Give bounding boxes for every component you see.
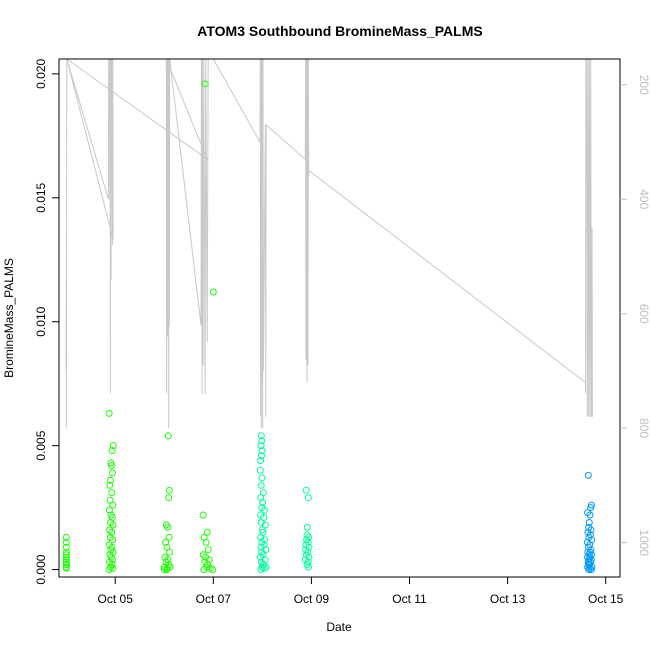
data-point (585, 566, 593, 574)
altitude-line-layer (65, 59, 593, 429)
data-point (260, 564, 268, 572)
y-tick-label: 0.010 (34, 306, 48, 336)
data-point (109, 442, 117, 450)
x-axis: Oct 05 Oct 07 Oct 09 Oct 11 Oct 13 Oct 15 (98, 576, 624, 606)
y2-tick-label: 600 (637, 304, 650, 324)
data-point (585, 519, 593, 526)
data-point (257, 566, 265, 574)
data-point (108, 489, 116, 497)
data-point (109, 501, 117, 509)
y-axis: 0.000 0.005 0.010 0.015 0.020 (34, 59, 59, 585)
data-point (109, 521, 117, 529)
data-point (62, 543, 70, 551)
data-point (109, 469, 116, 477)
data-point (62, 564, 70, 572)
data-point (258, 437, 266, 445)
data-point (258, 474, 266, 482)
data-point (108, 528, 116, 536)
data-point (62, 556, 70, 564)
data-point (62, 551, 70, 559)
x-tick-label: Oct 07 (196, 592, 232, 606)
x-tick-label: Oct 13 (490, 592, 526, 606)
data-point (165, 494, 173, 502)
data-point (105, 506, 113, 514)
data-point (166, 548, 174, 556)
y-axis-label: BromineMass_PALMS (2, 258, 16, 378)
data-point (165, 533, 173, 541)
data-point (304, 494, 312, 502)
data-point (258, 447, 266, 455)
data-point (584, 471, 592, 479)
y2-tick-label: 1000 (637, 529, 650, 556)
data-point (109, 564, 117, 572)
y2-axis: 200 400 600 800 1000 (620, 75, 650, 556)
data-point (105, 566, 113, 574)
y2-tick-label: 800 (637, 418, 650, 438)
data-point (165, 486, 173, 494)
data-point (257, 432, 265, 440)
data-point (258, 452, 265, 460)
x-tick-label: Oct 15 (588, 592, 624, 606)
plot-frame (58, 58, 621, 578)
data-point (108, 447, 116, 455)
data-point (199, 511, 207, 519)
data-point (261, 556, 269, 564)
x-axis-label: Date (326, 620, 352, 634)
data-point (108, 514, 116, 521)
chart-title: ATOM3 Southbound BromineMass_PALMS (197, 23, 482, 39)
x-tick-label: Oct 11 (392, 592, 427, 606)
y-tick-label: 0.015 (34, 182, 48, 212)
data-point (109, 536, 117, 544)
data-point (160, 566, 168, 574)
data-point (303, 523, 311, 531)
data-point (164, 523, 172, 531)
data-point (202, 538, 210, 546)
data-point (585, 543, 592, 551)
data-point (257, 481, 265, 489)
data-point (108, 462, 115, 469)
data-point (63, 561, 70, 569)
data-point (62, 533, 70, 541)
y-tick-label: 0.000 (34, 554, 48, 584)
data-point (587, 504, 595, 512)
data-point (204, 546, 212, 554)
y2-tick-label: 400 (637, 189, 650, 209)
data-point (162, 538, 170, 546)
data-point (62, 548, 70, 556)
x-tick-label: Oct 05 (98, 592, 134, 606)
data-point (62, 538, 70, 546)
data-point (587, 566, 595, 574)
data-point (586, 564, 594, 572)
data-point (261, 521, 269, 529)
data-point (257, 457, 265, 464)
data-point (209, 288, 217, 296)
data-point (106, 476, 114, 484)
data-point (164, 432, 172, 440)
data-point (586, 511, 594, 519)
data-point (201, 80, 209, 88)
y-tick-label: 0.005 (34, 430, 48, 460)
data-point (260, 506, 268, 514)
data-point (106, 481, 114, 489)
points-layer (62, 80, 596, 574)
data-point (256, 466, 264, 474)
data-point (584, 509, 592, 517)
data-point (105, 409, 113, 417)
y2-tick-label: 200 (637, 75, 650, 95)
x-tick-label: Oct 09 (294, 592, 330, 606)
data-point (206, 564, 214, 572)
data-point (203, 528, 211, 536)
data-point (302, 486, 310, 494)
data-point (166, 563, 174, 571)
y-tick-label: 0.020 (34, 59, 48, 89)
data-point (259, 499, 267, 507)
data-point (200, 566, 208, 574)
data-point (62, 553, 70, 561)
data-point (305, 563, 312, 571)
data-point (257, 442, 265, 450)
altitude-line (65, 59, 593, 429)
